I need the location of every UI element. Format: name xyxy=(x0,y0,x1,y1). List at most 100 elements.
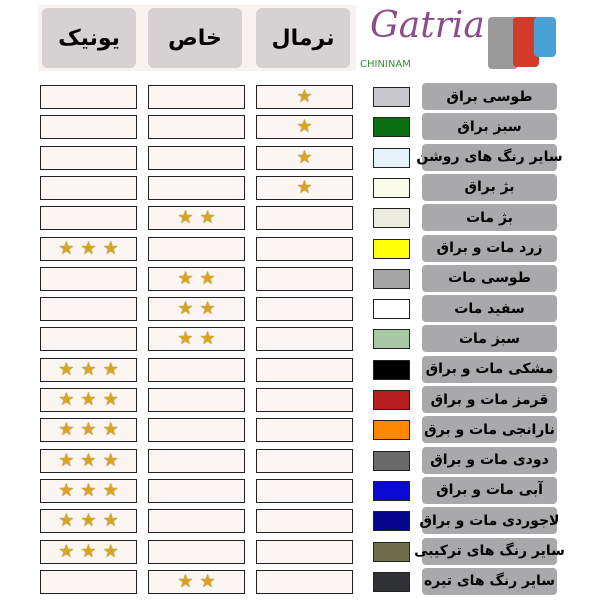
color-swatch xyxy=(373,571,410,592)
color-label: سفید مات xyxy=(422,295,557,323)
table-row: ★ ★ ★ لاجوردی مات و براق xyxy=(0,507,600,535)
color-swatch xyxy=(373,117,410,138)
logo-brand: Gatria xyxy=(370,5,485,46)
cell-normal xyxy=(256,297,353,322)
table-row: ★ ★ بژ مات xyxy=(0,204,600,232)
star-icon: ★ xyxy=(177,328,194,350)
cell-unique xyxy=(40,266,137,291)
table-row: ★ ★ ★ قرمز مات و براق xyxy=(0,386,600,414)
color-swatch xyxy=(373,329,410,350)
cell-unique xyxy=(40,85,137,109)
star-icon: ★ xyxy=(296,116,313,138)
color-label: قرمز مات و براق xyxy=(422,386,557,413)
cell-special xyxy=(148,388,245,412)
color-label: سایر رنگ های روشن xyxy=(416,143,563,171)
star-icon: ★ xyxy=(199,207,216,229)
color-swatch xyxy=(373,147,410,168)
cell-special xyxy=(148,85,245,109)
cell-special xyxy=(148,115,245,140)
star-icon: ★ xyxy=(58,510,75,532)
cell-normal: ★ xyxy=(256,145,353,170)
color-swatch xyxy=(373,541,410,562)
cell-unique xyxy=(40,327,137,352)
cell-normal xyxy=(256,357,353,382)
color-swatch xyxy=(373,177,410,198)
star-icon: ★ xyxy=(80,540,97,562)
star-icon: ★ xyxy=(58,237,75,259)
color-label: سایر رنگ های ترکیبی xyxy=(414,537,565,565)
color-label: آبی مات و براق xyxy=(422,476,557,504)
star-icon: ★ xyxy=(58,479,75,501)
star-icon: ★ xyxy=(80,358,97,380)
color-label: طوسی مات xyxy=(422,264,557,292)
cell-unique xyxy=(40,297,137,322)
table-row: ★ ★ ★ آبی مات و براق xyxy=(0,476,600,505)
color-label: سایر رنگ های تیره xyxy=(422,567,557,595)
table-row: ★ ★ طوسی مات xyxy=(0,264,600,293)
star-icon: ★ xyxy=(102,510,119,532)
star-icon: ★ xyxy=(58,449,75,471)
cell-unique: ★ ★ ★ xyxy=(40,418,137,443)
table-row: ★ بژ براق xyxy=(0,173,600,202)
color-swatch xyxy=(373,208,410,229)
cell-special xyxy=(148,509,245,534)
cell-normal xyxy=(256,388,353,412)
color-label: سبز براق xyxy=(422,113,557,141)
cell-unique xyxy=(40,115,137,140)
cell-unique xyxy=(40,145,137,170)
star-icon: ★ xyxy=(58,540,75,562)
star-icon: ★ xyxy=(102,540,119,562)
color-swatch xyxy=(373,87,410,107)
cell-normal: ★ xyxy=(256,175,353,200)
cell-special xyxy=(148,175,245,200)
star-icon: ★ xyxy=(199,570,216,592)
color-label: نارانجی مات و برق xyxy=(422,416,557,444)
star-icon: ★ xyxy=(177,207,194,229)
cell-special: ★ ★ xyxy=(148,266,245,291)
star-icon: ★ xyxy=(80,479,97,501)
table-row: ★ طوسی براق xyxy=(0,83,600,111)
color-swatch xyxy=(373,299,410,320)
cell-special: ★ ★ xyxy=(148,327,245,352)
cell-unique: ★ ★ ★ xyxy=(40,539,137,564)
table-row: ★ ★ ★ نارانجی مات و برق xyxy=(0,416,600,444)
table-row: ★ ★ سبز مات xyxy=(0,325,600,353)
star-icon: ★ xyxy=(80,449,97,471)
star-icon: ★ xyxy=(296,86,313,107)
cell-unique xyxy=(40,206,137,231)
star-icon: ★ xyxy=(102,479,119,501)
cell-normal xyxy=(256,206,353,231)
color-label: دودی مات و براق xyxy=(422,446,557,474)
color-swatch xyxy=(373,238,410,259)
cell-unique: ★ ★ ★ xyxy=(40,357,137,382)
star-icon: ★ xyxy=(58,419,75,441)
star-icon: ★ xyxy=(177,267,194,289)
star-icon: ★ xyxy=(102,419,119,441)
table-row: ★ ★ ★ زرد مات و براق xyxy=(0,234,600,263)
color-swatch xyxy=(373,359,410,380)
cell-normal xyxy=(256,327,353,352)
table-row: ★ ★ ★ سایر رنگ های ترکیبی xyxy=(0,537,600,566)
star-icon: ★ xyxy=(80,510,97,532)
star-icon: ★ xyxy=(177,570,194,592)
logo-sub: CHININAM xyxy=(360,59,411,70)
cell-unique: ★ ★ ★ xyxy=(40,478,137,503)
cell-unique: ★ ★ ★ xyxy=(40,448,137,473)
color-swatch xyxy=(373,390,410,410)
cell-unique: ★ ★ ★ xyxy=(40,388,137,412)
table-row: ★ ★ ★ دودی مات و براق xyxy=(0,446,600,475)
color-swatch xyxy=(373,420,410,441)
star-icon: ★ xyxy=(102,389,119,410)
color-label: طوسی براق xyxy=(422,83,557,110)
star-icon: ★ xyxy=(199,298,216,320)
color-swatch xyxy=(373,450,410,471)
star-icon: ★ xyxy=(102,449,119,471)
color-swatch xyxy=(373,511,410,532)
cell-special xyxy=(148,357,245,382)
cell-normal xyxy=(256,448,353,473)
table-row: ★ ★ سایر رنگ های تیره xyxy=(0,567,600,596)
star-icon: ★ xyxy=(296,176,313,198)
cell-normal xyxy=(256,539,353,564)
cell-normal xyxy=(256,236,353,261)
cell-normal: ★ xyxy=(256,85,353,109)
